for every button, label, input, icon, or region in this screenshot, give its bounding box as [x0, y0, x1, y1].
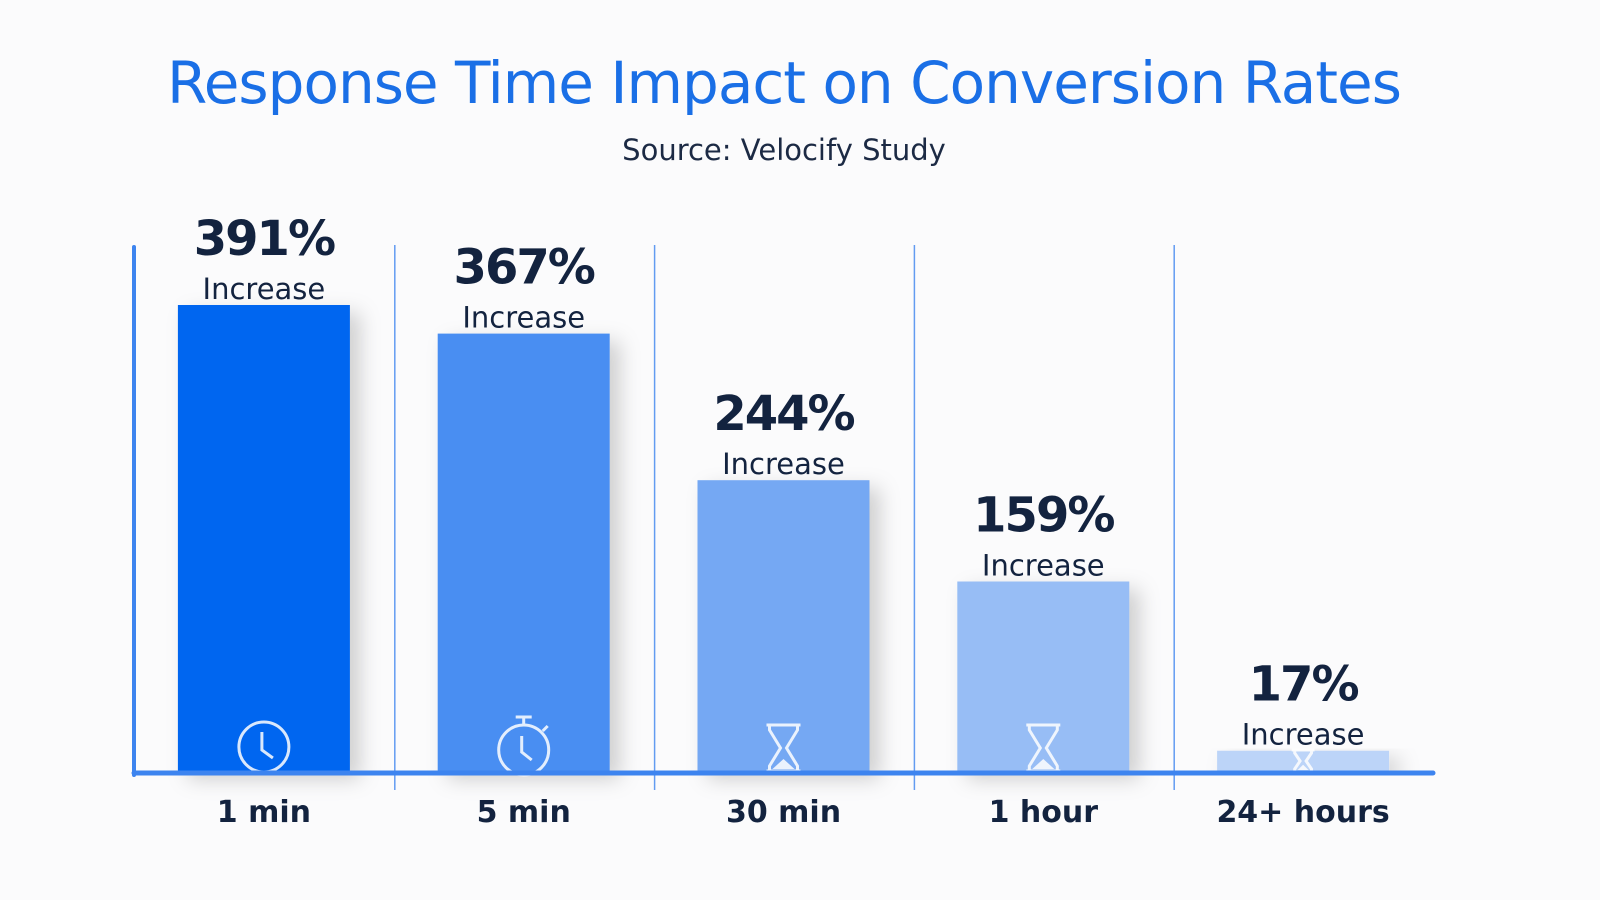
value-label: 17% — [1249, 657, 1359, 713]
value-sublabel: Increase — [203, 272, 326, 306]
chart-title: Response Time Impact on Conversion Rates — [167, 49, 1402, 117]
bar-1-hour — [957, 581, 1130, 771]
chart-subtitle: Source: Velocify Study — [622, 133, 946, 167]
x-tick-label: 1 hour — [989, 795, 1099, 830]
bar-30-min — [697, 480, 870, 771]
bar-24-hours — [1217, 750, 1390, 771]
value-sublabel: Increase — [462, 301, 585, 335]
value-label: 391% — [194, 211, 335, 267]
x-tick-label: 24+ hours — [1216, 795, 1389, 830]
value-sublabel: Increase — [982, 549, 1105, 583]
x-tick-label: 5 min — [477, 795, 571, 830]
value-sublabel: Increase — [1242, 718, 1365, 752]
bar-5-min — [437, 333, 610, 771]
x-tick-label: 30 min — [726, 795, 841, 830]
bar-1-min — [177, 305, 350, 771]
value-label: 159% — [973, 488, 1114, 544]
value-label: 244% — [713, 386, 854, 442]
x-tick-label: 1 min — [217, 795, 311, 830]
value-sublabel: Increase — [722, 447, 845, 481]
value-label: 367% — [454, 240, 595, 296]
